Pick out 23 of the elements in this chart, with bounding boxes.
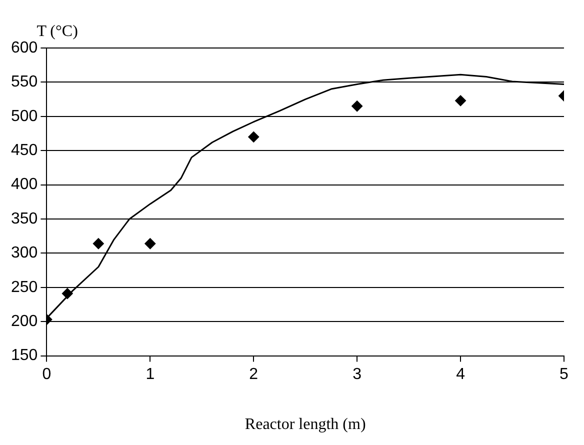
- point: [144, 238, 156, 250]
- x-tick-label: 3: [352, 366, 362, 383]
- x-tick-label: 0: [42, 366, 52, 383]
- x-tick-label: 5: [560, 366, 569, 383]
- y-tick-label: 600: [10, 39, 38, 56]
- point: [352, 100, 363, 112]
- x-axis-title: Reactor length (m): [244, 416, 366, 434]
- y-tick-label: 500: [10, 108, 38, 125]
- y-tick-label: 250: [10, 278, 38, 296]
- y-tick-label: 150: [10, 347, 38, 364]
- y-tick-label: 300: [10, 244, 38, 262]
- x-tick-label: 1: [146, 366, 155, 383]
- y-tick-label: 400: [10, 176, 38, 194]
- y-tick-label: 450: [10, 142, 38, 160]
- x-tick-label: 2: [249, 366, 258, 383]
- point: [92, 238, 104, 250]
- y-tick-label: 550: [10, 74, 38, 91]
- y-tick-label: 200: [10, 313, 38, 330]
- point: [248, 131, 260, 142]
- x-tick-label: 4: [456, 366, 466, 383]
- y-tick-label: 350: [10, 210, 38, 228]
- point: [455, 95, 466, 106]
- y-axis-title: T (°C): [36, 23, 78, 40]
